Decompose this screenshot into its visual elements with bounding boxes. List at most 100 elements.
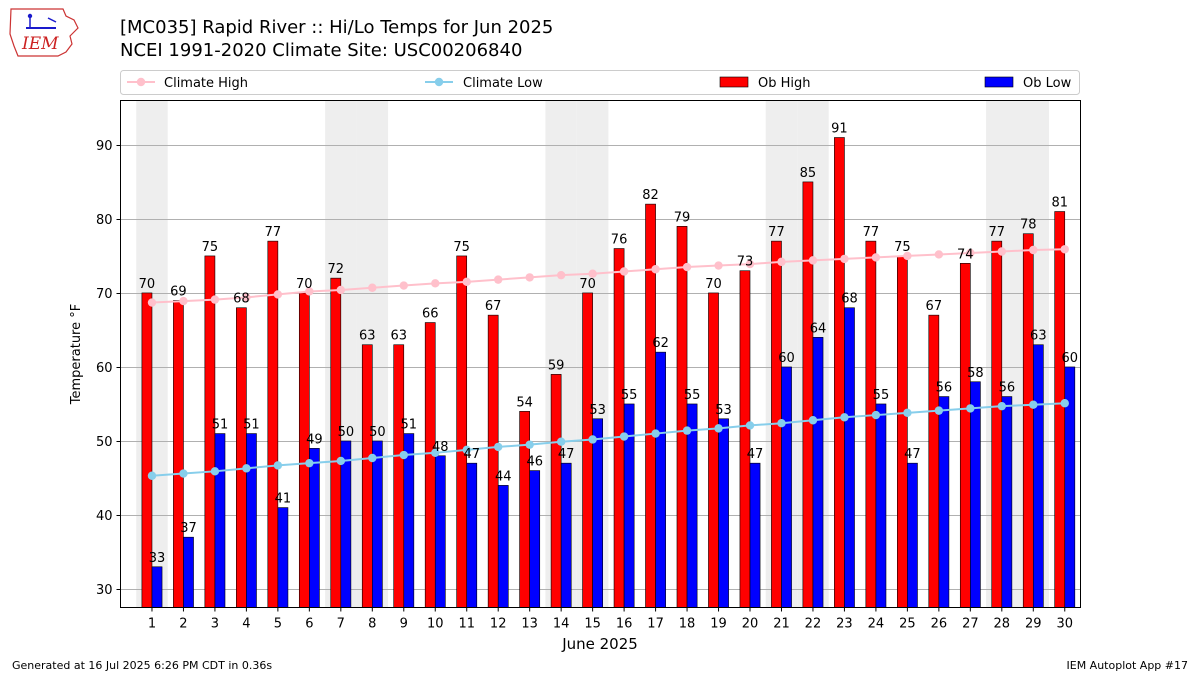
climate-high-point	[399, 281, 408, 290]
ob-low-value-label: 68	[841, 292, 858, 307]
ob-low-value-label: 46	[526, 455, 543, 470]
ob-low-bar	[466, 462, 478, 608]
ob-low-bar	[812, 337, 824, 608]
ob-high-value-label: 67	[926, 299, 943, 314]
ob-low-value-label: 50	[338, 425, 355, 440]
x-axis-label: June 2025	[561, 635, 638, 653]
climate-low-point	[1060, 399, 1069, 408]
weekend-band	[797, 100, 829, 608]
grid-lines	[120, 145, 1081, 590]
ob-high-bar	[676, 226, 688, 608]
ob-high-value-label: 63	[359, 329, 376, 344]
ob-low-bar	[938, 396, 950, 608]
climate-low-point	[1029, 400, 1038, 409]
ob-low-bar	[907, 462, 918, 608]
ob-low-value-label: 51	[212, 418, 229, 433]
ob-low-bar	[340, 440, 352, 608]
climate-high-point	[682, 262, 692, 272]
ob-high-bar	[708, 292, 719, 608]
ob-high-value-label: 68	[233, 292, 250, 307]
climate-high-point	[966, 248, 975, 258]
ob-high-value-label: 85	[800, 166, 817, 181]
climate-high-point	[745, 259, 755, 269]
x-tick-label: 18	[679, 617, 696, 632]
climate-high-point	[147, 298, 157, 307]
x-tick-label: 20	[742, 617, 759, 632]
ob-low-value-label: 51	[243, 418, 260, 433]
y-tick-label: 50	[96, 435, 113, 450]
weekend-band	[136, 100, 168, 608]
ob-low-bar	[1001, 396, 1013, 608]
ob-high-bar	[487, 314, 499, 608]
ob-high-bar	[173, 300, 184, 608]
ob-high-bar	[519, 411, 530, 608]
iem-logo-text: IEM	[21, 34, 59, 54]
legend-climate-high-marker	[136, 77, 146, 87]
x-tick-label: 12	[490, 617, 507, 632]
ob-low-bar	[403, 433, 415, 608]
y-tick-label: 40	[96, 509, 113, 524]
x-tick-label: 4	[242, 617, 250, 632]
x-tick-label: 26	[931, 617, 948, 632]
climate-low-point	[368, 453, 377, 463]
ob-low-bar	[592, 418, 604, 608]
x-tick-label: 14	[553, 617, 570, 632]
climate-low-point	[745, 421, 755, 430]
weekend-band	[576, 100, 609, 608]
y-tick-label: 80	[96, 213, 113, 228]
ob-low-bar	[718, 418, 729, 608]
ob-high-value-label: 78	[1020, 218, 1037, 233]
weekend-band	[765, 100, 798, 608]
climate-high-point	[840, 254, 849, 264]
climate-low-point	[494, 442, 503, 452]
ob-high-bar	[550, 374, 562, 608]
climate-high-point	[1029, 245, 1038, 255]
ob-high-value-label: 75	[453, 240, 470, 255]
ob-low-bar	[151, 566, 163, 608]
climate-low-point	[588, 435, 597, 444]
ob-low-value-label: 44	[495, 469, 512, 484]
y-tick-label: 90	[96, 139, 113, 154]
ob-high-bar	[361, 344, 373, 608]
x-tick-label: 29	[1025, 617, 1042, 632]
climate-low-point	[871, 410, 881, 420]
climate-high-point	[871, 253, 881, 262]
legend-climate-low-label: Climate Low	[463, 76, 543, 91]
ob-low-value-label: 58	[967, 366, 984, 381]
ob-low-value-label: 47	[904, 447, 921, 462]
x-tick-label: 24	[868, 617, 885, 632]
ob-high-value-label: 77	[863, 225, 880, 240]
ob-low-bar	[655, 351, 666, 608]
ob-high-value-label: 59	[548, 358, 565, 373]
ob-high-bar	[236, 307, 247, 608]
x-tick-label: 23	[836, 617, 853, 632]
climate-high-point	[525, 273, 534, 282]
x-tick-label: 8	[368, 617, 376, 632]
ob-high-value-label: 67	[485, 299, 502, 314]
weekend-band	[545, 100, 577, 608]
climate-low-point	[714, 424, 723, 433]
ob-low-bar	[875, 403, 887, 608]
x-tick-label: 10	[427, 617, 444, 632]
climate-high-point	[210, 295, 220, 304]
iem-logo: IEM	[9, 8, 79, 57]
chart-subtitle: NCEI 1991-2020 Climate Site: USC00206840	[120, 40, 523, 61]
y-axis-label: Temperature °F	[69, 304, 84, 405]
ob-high-value-label: 73	[737, 255, 754, 270]
climate-high-point	[336, 285, 346, 295]
climate-low-point	[966, 404, 975, 413]
climate-high-line	[151, 248, 1065, 304]
x-tick-label: 7	[337, 617, 345, 632]
climate-high-point	[494, 275, 503, 284]
ob-high-bar	[141, 292, 153, 608]
generated-timestamp: Generated at 16 Jul 2025 6:26 PM CDT in …	[12, 659, 273, 672]
ob-high-bar	[1022, 233, 1034, 608]
climate-high-point	[903, 251, 912, 261]
ob-low-value-label: 48	[432, 440, 449, 455]
ob-high-value-label: 79	[674, 210, 691, 225]
ob-low-value-label: 53	[589, 403, 606, 418]
climate-high-point	[368, 283, 377, 292]
ob-high-value-label: 70	[579, 277, 596, 292]
ob-low-bar	[1032, 344, 1044, 608]
ob-high-value-label: 72	[328, 262, 345, 277]
